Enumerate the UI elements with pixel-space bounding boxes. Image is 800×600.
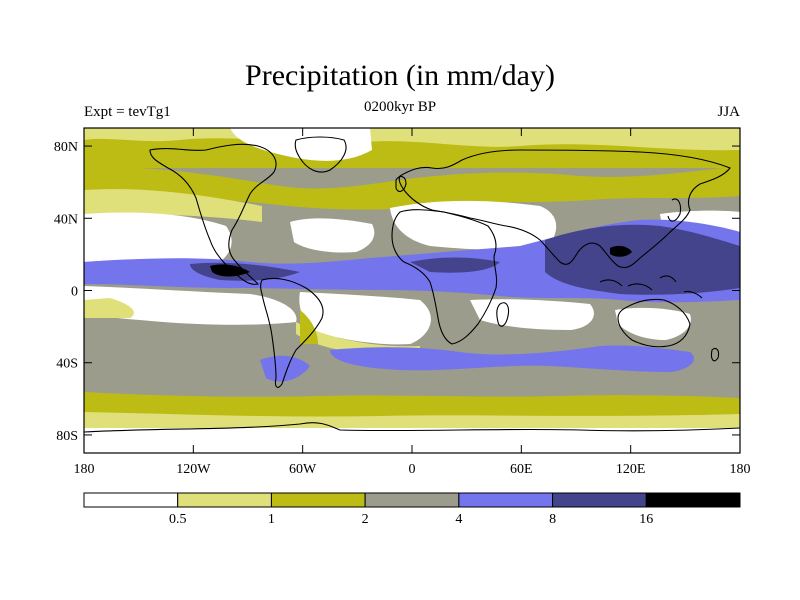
colorbar-swatch xyxy=(177,492,272,508)
coast-new-zealand xyxy=(710,347,720,362)
lat-tick-label: 0 xyxy=(71,285,78,300)
field-patagonia-wet xyxy=(260,355,310,382)
coast-british-isles xyxy=(395,175,407,193)
lat-tick-label: 40S xyxy=(56,357,78,372)
coast-africa xyxy=(391,209,498,345)
lon-tick-label: 120W xyxy=(176,462,211,477)
coast-north-america xyxy=(149,143,277,285)
colorbar-label: 4 xyxy=(455,512,462,527)
field-australia-dry xyxy=(615,307,691,340)
colorbar-label: 8 xyxy=(549,512,556,527)
colorbar: 0.5 1 2 4 8 16 xyxy=(83,492,741,527)
field-asian-monsoon-heavy xyxy=(545,224,740,295)
field-satlantic-dry xyxy=(299,292,431,345)
field-bay-bengal-max xyxy=(610,245,632,257)
colorbar-swatch xyxy=(83,492,179,508)
longitude-axis: 180 120W 60W 0 60E 120E 180 xyxy=(74,128,751,477)
field-natlantic-dry xyxy=(290,218,375,253)
field-sepacific-dry xyxy=(84,286,297,325)
colorbar-swatch xyxy=(270,492,366,508)
season-label: JJA xyxy=(717,104,740,120)
colorbar-label: 2 xyxy=(362,512,369,527)
field-wafrica-heavy xyxy=(410,257,500,273)
lon-tick-label: 120E xyxy=(616,462,646,477)
colorbar-swatch xyxy=(364,492,460,508)
map-title: Precipitation (in mm/day) xyxy=(245,59,555,92)
lon-tick-label: 60E xyxy=(510,462,533,477)
colorbar-label: 0.5 xyxy=(169,512,187,527)
experiment-label: Expt = tevTg1 xyxy=(84,104,171,120)
lon-tick-label: 0 xyxy=(409,462,416,477)
colorbar-label: 1 xyxy=(268,512,275,527)
field-samerica-olive xyxy=(300,310,318,344)
field-sindian-dry xyxy=(470,299,594,330)
colorbar-swatch xyxy=(458,492,554,508)
latitude-axis: 80N 40N 0 40S 80S xyxy=(54,140,740,444)
lon-tick-label: 180 xyxy=(74,462,95,477)
coast-greenland xyxy=(294,136,347,173)
field-arctic-dry xyxy=(230,128,372,161)
lat-tick-label: 80N xyxy=(54,140,78,155)
lon-tick-label: 180 xyxy=(730,462,751,477)
field-antarctic-light xyxy=(84,412,740,430)
coast-indonesia xyxy=(599,275,703,299)
field-southern-storm-track xyxy=(330,345,694,372)
coast-antarctica xyxy=(84,422,740,433)
coastlines xyxy=(84,136,740,433)
field-npacific-dry xyxy=(84,212,232,262)
coast-japan xyxy=(667,198,682,222)
colorbar-label: 16 xyxy=(639,512,653,527)
coast-madagascar xyxy=(496,302,510,327)
colorbar-swatch xyxy=(645,492,741,508)
field-circumpolar-olive xyxy=(84,392,740,420)
coast-australia xyxy=(617,298,691,348)
field-sahara-dry xyxy=(390,200,557,250)
lat-tick-label: 40N xyxy=(54,212,78,227)
precipitation-field xyxy=(84,128,740,453)
coast-south-america xyxy=(259,277,324,388)
lon-tick-label: 60W xyxy=(289,462,317,477)
period-label: 0200kyr BP xyxy=(363,99,437,115)
lat-tick-label: 80S xyxy=(56,429,78,444)
field-spacific-light xyxy=(84,298,134,318)
colorbar-swatch xyxy=(552,492,647,508)
coast-eurasia xyxy=(398,149,731,269)
